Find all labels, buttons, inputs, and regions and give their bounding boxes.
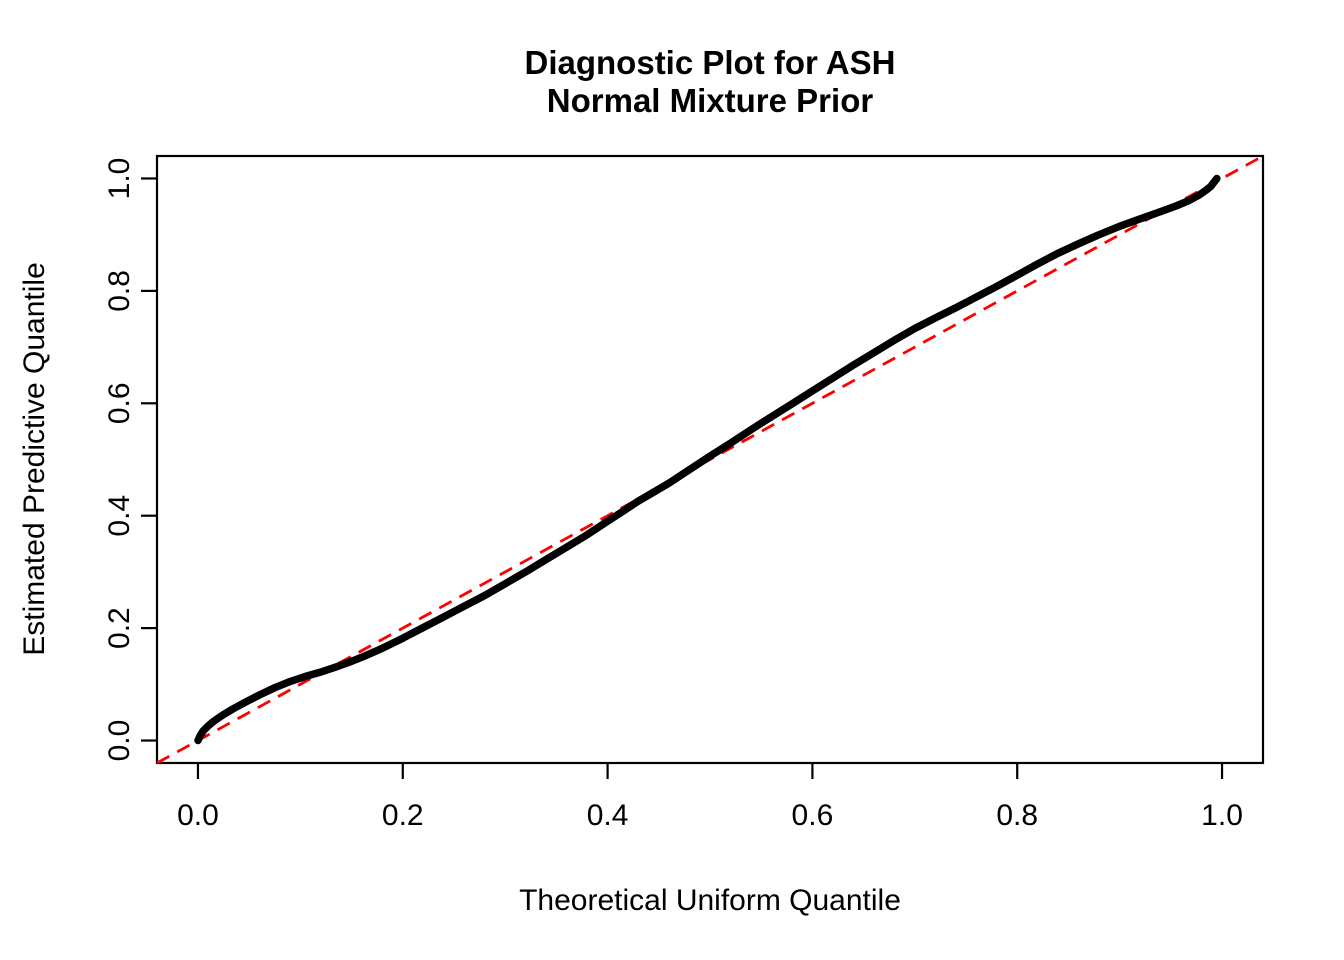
qq-curve	[194, 174, 1221, 745]
chart-title-line-1: Diagnostic Plot for ASH	[525, 44, 896, 81]
x-tick-label: 0.6	[792, 799, 834, 832]
y-tick-label: 0.0	[103, 720, 136, 762]
y-tick-label: 0.2	[103, 607, 136, 649]
x-tick-label: 1.0	[1201, 799, 1243, 832]
x-tick-label: 0.0	[177, 799, 219, 832]
x-tick-label: 0.4	[587, 799, 629, 832]
plot-area: 0.0 0.2 0.4 0.6 0.8 1.0 0.0 0.2 0.4 0.6 0.8 1.0	[103, 154, 1265, 832]
plot-box	[155, 154, 1265, 765]
y-tick-label: 0.8	[103, 270, 136, 312]
x-axis-title: Theoretical Uniform Quantile	[519, 884, 901, 917]
y-tick-label: 0.6	[103, 382, 136, 424]
y-tick-label: 1.0	[103, 158, 136, 200]
y-axis-title: Estimated Predictive Quantile	[18, 262, 51, 656]
x-tick-label: 0.8	[996, 799, 1038, 832]
chart-title-line-2: Normal Mixture Prior	[547, 82, 874, 119]
x-tick-label: 0.2	[382, 799, 424, 832]
y-tick-label: 0.4	[103, 495, 136, 537]
